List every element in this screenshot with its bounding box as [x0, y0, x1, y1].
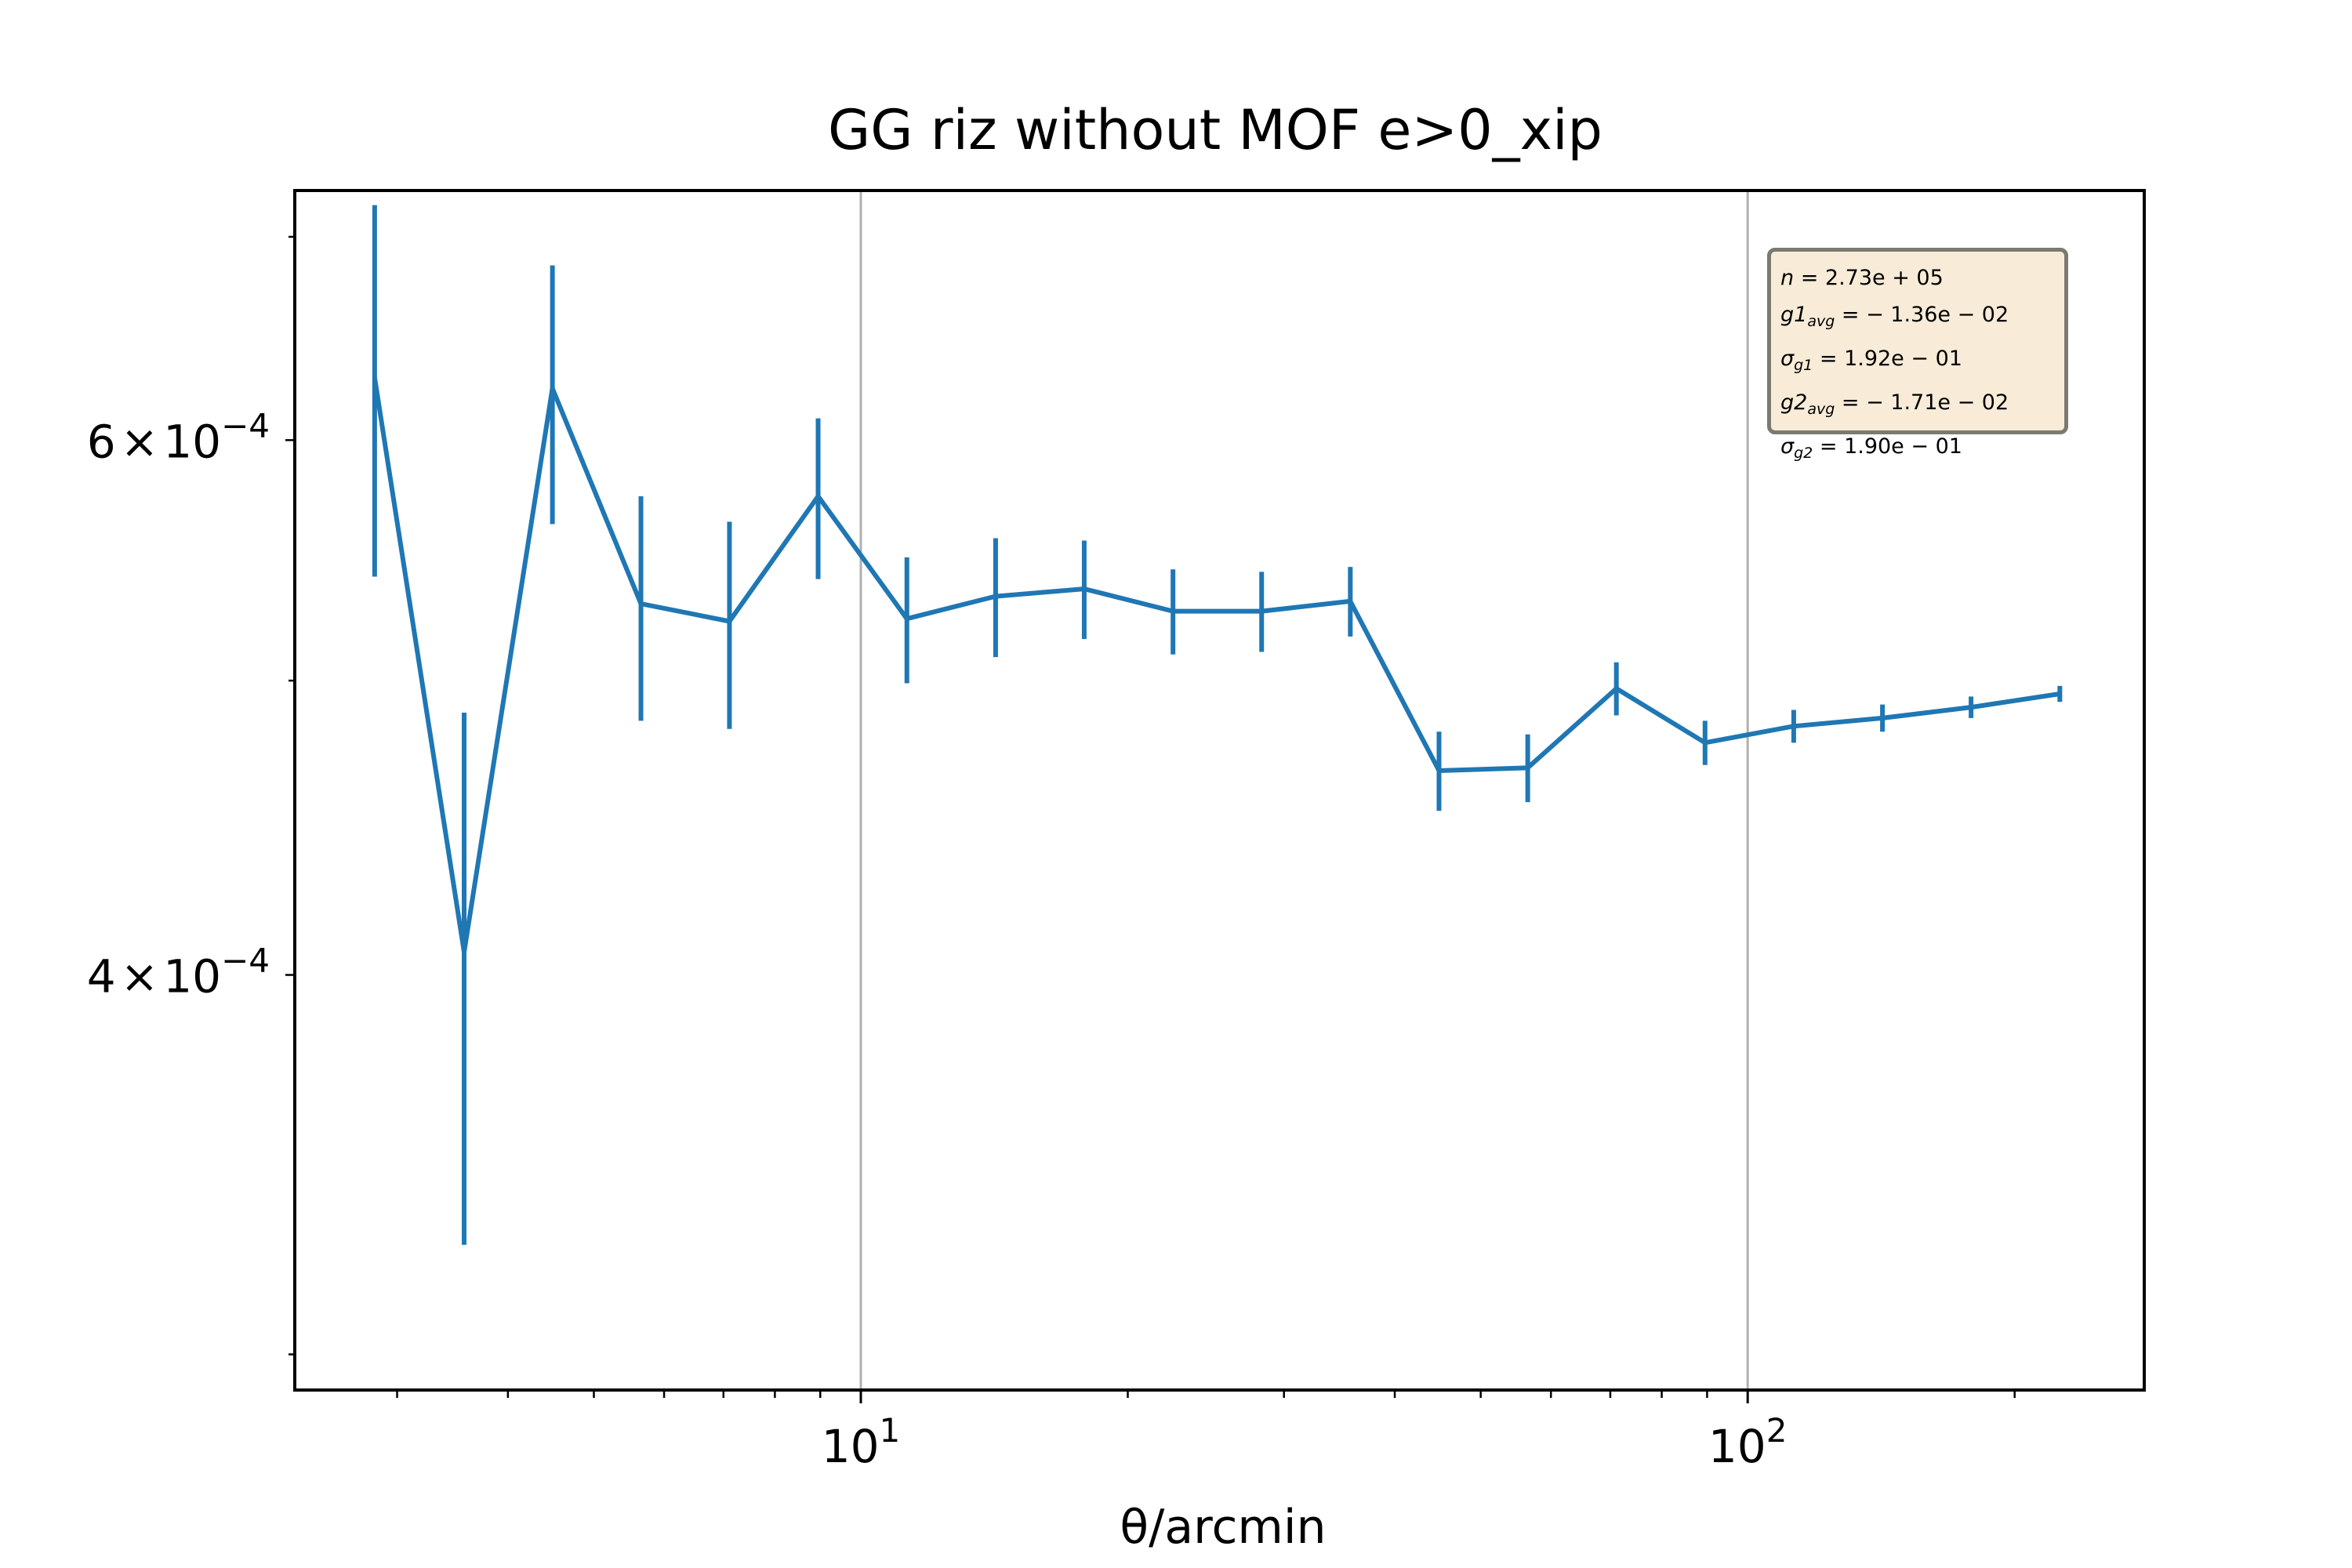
stat-g2-avg: g2avg = − 1.71e − 02: [1780, 390, 2009, 418]
x-axis: 101 102: [396, 1390, 2016, 1473]
stats-legend: n = 2.73e + 05 g1avg = − 1.36e − 02 σg1 …: [1767, 248, 2068, 462]
plot-area: [372, 205, 2063, 1245]
plot-frame: [293, 189, 2146, 1392]
stat-sigma-g2: σg2 = 1.90e − 01: [1780, 434, 1962, 462]
y-tick-label: 4 × 10−4: [87, 942, 270, 1004]
x-tick-label: 102: [1708, 1411, 1788, 1473]
stat-sigma-g1: σg1 = 1.92e − 01: [1780, 347, 1962, 374]
y-axis: 6 × 10−4 4 × 10−4: [87, 235, 295, 1356]
chart-title: GG riz without MOF e>0_xip: [828, 98, 1602, 162]
x-tick-label: 101: [822, 1411, 901, 1473]
stat-g1-avg: g1avg = − 1.36e − 02: [1780, 303, 2009, 330]
y-tick-label: 6 × 10−4: [87, 406, 270, 468]
series-line: [372, 377, 2060, 955]
stat-n: n = 2.73e + 05: [1780, 266, 1944, 290]
x-axis-label: θ/arcmin: [1120, 1500, 1326, 1555]
x-grid: [859, 191, 1749, 1390]
